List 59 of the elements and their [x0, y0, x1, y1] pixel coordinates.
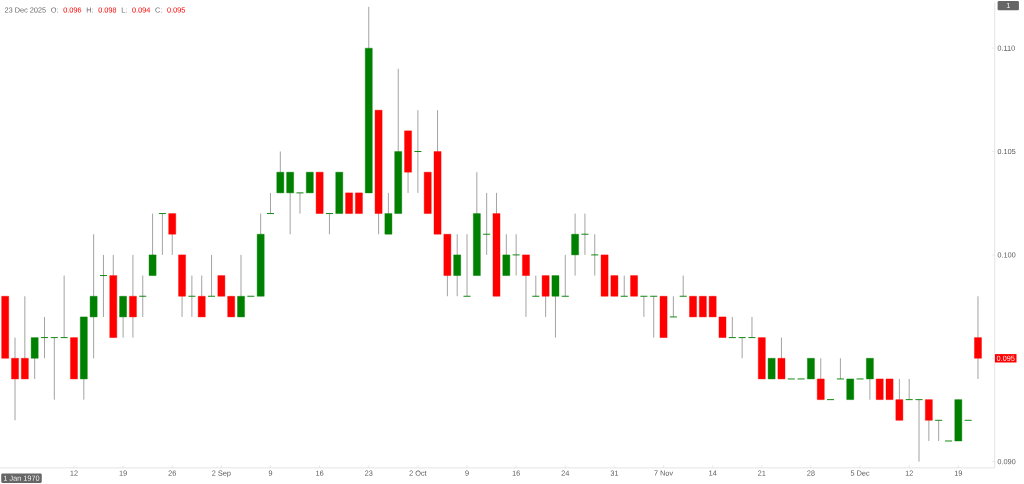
- candlestick: [571, 213, 579, 277]
- candlestick: [502, 233, 511, 277]
- candlestick: [777, 337, 786, 380]
- candlestick: [767, 357, 776, 380]
- candlestick: [148, 213, 157, 277]
- candlestick: [689, 295, 697, 318]
- candlestick: [747, 316, 756, 339]
- candlestick: [237, 254, 245, 318]
- candlestick: [158, 213, 167, 256]
- candlestick: [551, 275, 560, 339]
- candlestick: [119, 295, 127, 339]
- candlestick: [561, 254, 570, 297]
- candlestick: [345, 192, 353, 215]
- candlestick: [639, 295, 648, 318]
- candlestick: [522, 254, 530, 318]
- candlestick: [453, 233, 461, 297]
- candlestick: [649, 295, 658, 339]
- candlestick: [50, 337, 59, 401]
- candlestick: [99, 254, 108, 318]
- candlestick: [60, 275, 69, 339]
- candlestick: [187, 275, 196, 318]
- candlestick: [306, 171, 314, 194]
- candlestick: [129, 254, 137, 339]
- candlestick: [531, 275, 540, 297]
- candlestick: [630, 275, 638, 297]
- candlestick: [807, 357, 815, 380]
- candlestick: [325, 213, 334, 235]
- candlestick: [846, 378, 854, 401]
- candlestick: [905, 378, 914, 401]
- candlestick: [138, 275, 147, 318]
- candlestick: [974, 295, 982, 380]
- candlestick: [580, 213, 589, 256]
- candlestick: [679, 275, 688, 297]
- candlestick: [620, 275, 629, 297]
- candlestick: [413, 109, 422, 194]
- candlestick: [355, 192, 363, 215]
- candlestick: [482, 192, 491, 256]
- candlestick: [925, 399, 933, 442]
- candlestick: [266, 192, 275, 215]
- candlestick: [915, 399, 924, 463]
- candlestick: [728, 316, 737, 339]
- candlestick: [295, 192, 304, 215]
- candlestick: [40, 316, 49, 359]
- candlestick: [207, 254, 216, 297]
- candlestick: [11, 337, 19, 421]
- candlestick: [512, 233, 521, 277]
- candlestick: [463, 233, 472, 297]
- candlestick: [590, 233, 599, 277]
- candlestick: [30, 337, 39, 380]
- candlestick: [738, 337, 747, 359]
- candlestick: [836, 357, 845, 380]
- candlestick: [669, 295, 678, 318]
- candlestick: [168, 213, 176, 256]
- candlestick: [934, 419, 943, 442]
- candlestick: [21, 295, 29, 380]
- candlestick: [197, 275, 206, 318]
- candlestick: [541, 275, 550, 318]
- candlestick: [866, 357, 874, 401]
- candlestick: [817, 357, 825, 401]
